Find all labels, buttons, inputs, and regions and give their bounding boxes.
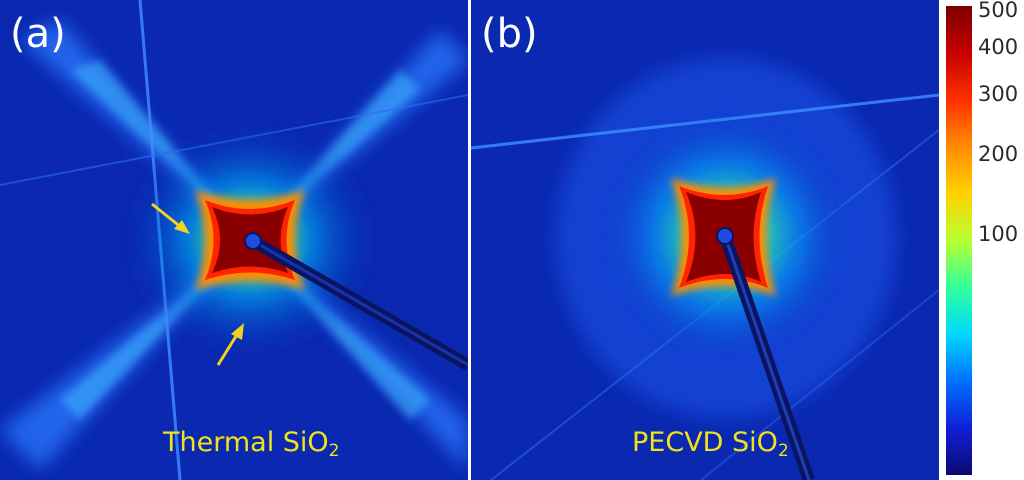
- sample-label-thermal: Thermal SiO2: [163, 427, 340, 461]
- scattering-pattern-pecvd: [471, 0, 939, 480]
- colorbar-tick-200: 200: [978, 142, 1019, 166]
- scattering-pattern-thermal: [0, 0, 468, 480]
- panel-letter-b: (b): [481, 11, 538, 57]
- colorbar-tick-400: 400: [978, 35, 1019, 59]
- intensity-colorbar: [946, 6, 972, 475]
- panel-pecvd-sio2: (b) PECVD SiO2: [471, 0, 939, 480]
- arrow-upper-left: [151, 202, 190, 234]
- arrow-lower: [216, 323, 244, 366]
- panel-letter-a: (a): [10, 11, 66, 57]
- colorbar-tick-500: 500: [978, 0, 1019, 22]
- panel-thermal-sio2: (a) Thermal SiO2: [0, 0, 468, 480]
- colorbar-tick-300: 300: [978, 82, 1019, 106]
- colorbar-tick-100: 100: [978, 222, 1019, 246]
- sample-label-pecvd: PECVD SiO2: [632, 427, 789, 461]
